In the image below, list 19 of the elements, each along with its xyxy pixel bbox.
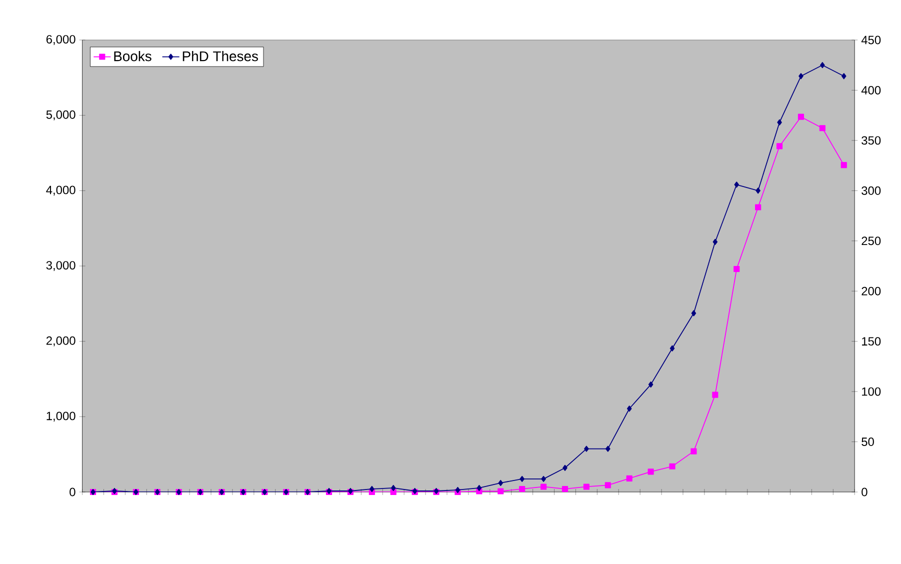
y2-tick-label: 100 — [862, 387, 881, 396]
legend-label: PhD Theses — [182, 50, 258, 62]
y-tick-label: 6,000 — [46, 35, 76, 45]
y-tick-label: 4,000 — [46, 186, 76, 196]
y-tick-label: 0 — [70, 488, 76, 496]
y2-tick-label: 400 — [861, 86, 881, 94]
y2-tick-label: 350 — [862, 136, 881, 145]
y2-tick-label: 150 — [862, 337, 881, 346]
y2-tick-label: 50 — [862, 438, 874, 446]
y2-tick-label: 200 — [862, 286, 881, 296]
y2-tick-label: 250 — [862, 236, 881, 246]
y-tick-label: 1,000 — [46, 412, 76, 422]
y-tick-label: 2,000 — [46, 336, 76, 346]
y2-tick-label: 300 — [862, 186, 881, 195]
legend-label: Books — [114, 50, 152, 62]
y2-tick-label: 450 — [861, 36, 881, 44]
y-tick-label: 3,000 — [46, 261, 76, 271]
y2-tick-label: 0 — [862, 488, 868, 496]
y-tick-label: 5,000 — [46, 110, 76, 120]
